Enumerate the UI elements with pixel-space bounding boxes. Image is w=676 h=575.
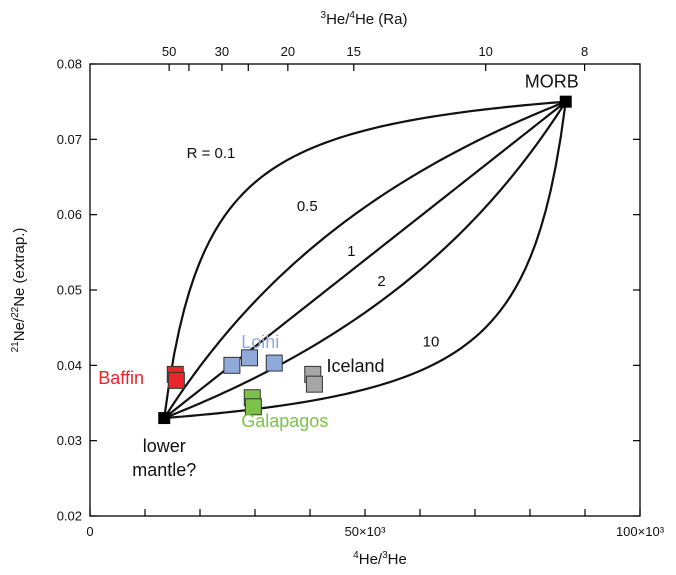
mixing-curve-r-0-5 xyxy=(163,101,567,420)
curve-label-bg-1 xyxy=(289,198,326,216)
series-label-galapagos: Galapagos xyxy=(241,411,328,431)
y-tick-label-6: 0.08 xyxy=(57,57,82,72)
endmember-lower-mantle xyxy=(158,412,171,425)
y-tick-label-1: 0.03 xyxy=(57,433,82,448)
series-label-loihi: Loihi xyxy=(241,332,279,352)
lower-mantle-label-line1: lower xyxy=(143,436,186,456)
x-tick-label-1: 50×10³ xyxy=(345,524,387,539)
y-tick-label-3: 0.05 xyxy=(57,283,82,298)
point-loihi-0 xyxy=(223,356,241,374)
top-tick-label-6: 10 xyxy=(478,44,492,59)
y-tick-label-5: 0.07 xyxy=(57,132,82,147)
series-label-baffin: Baffin xyxy=(98,368,144,388)
curve-label-4: 10 xyxy=(423,334,440,351)
curve-label-bg-3 xyxy=(372,274,391,292)
lower-mantle-label-line2: mantle? xyxy=(132,460,196,480)
top-tick-label-7: 8 xyxy=(581,44,588,59)
mixing-curve-r-2 xyxy=(163,100,567,419)
top-tick-label-5: 15 xyxy=(347,44,361,59)
top-tick-label-2: 30 xyxy=(215,44,229,59)
point-galapagos-1 xyxy=(244,398,262,416)
curve-label-2: 1 xyxy=(347,243,355,260)
y-tick-label-0: 0.02 xyxy=(57,509,82,524)
curve-label-bg-4 xyxy=(417,334,445,352)
top-tick-label-4: 20 xyxy=(281,44,295,59)
curve-label-bg-0 xyxy=(174,146,248,164)
x-tick-label-2: 100×10³ xyxy=(616,524,665,539)
series-label-iceland: Iceland xyxy=(327,356,385,376)
x-axis-title: 4He/3He xyxy=(353,550,407,568)
mixing-curve-r-0-1 xyxy=(164,101,567,420)
point-loihi-2 xyxy=(265,354,283,372)
y-axis-title: 21Ne/22Ne (extrap.) xyxy=(10,228,28,353)
y-tick-label-2: 0.04 xyxy=(57,358,82,373)
curve-label-3: 2 xyxy=(377,273,385,290)
point-iceland-1 xyxy=(305,375,323,393)
x-tick-label-0: 0 xyxy=(86,524,93,539)
endmember-MORB xyxy=(559,95,572,108)
curve-label-bg-2 xyxy=(342,244,360,262)
top-tick-label-0: 50 xyxy=(162,44,176,59)
curve-label-0: R = 0.1 xyxy=(187,145,236,162)
point-loihi-1 xyxy=(241,349,258,367)
morb-label: MORB xyxy=(525,72,579,92)
mixing-curve-r-10 xyxy=(163,100,566,419)
top-axis-title: 3He/4He (Ra) xyxy=(321,10,408,28)
curve-label-1: 0.5 xyxy=(297,198,318,215)
y-tick-label-4: 0.06 xyxy=(57,207,82,222)
point-baffin-1 xyxy=(167,371,185,389)
